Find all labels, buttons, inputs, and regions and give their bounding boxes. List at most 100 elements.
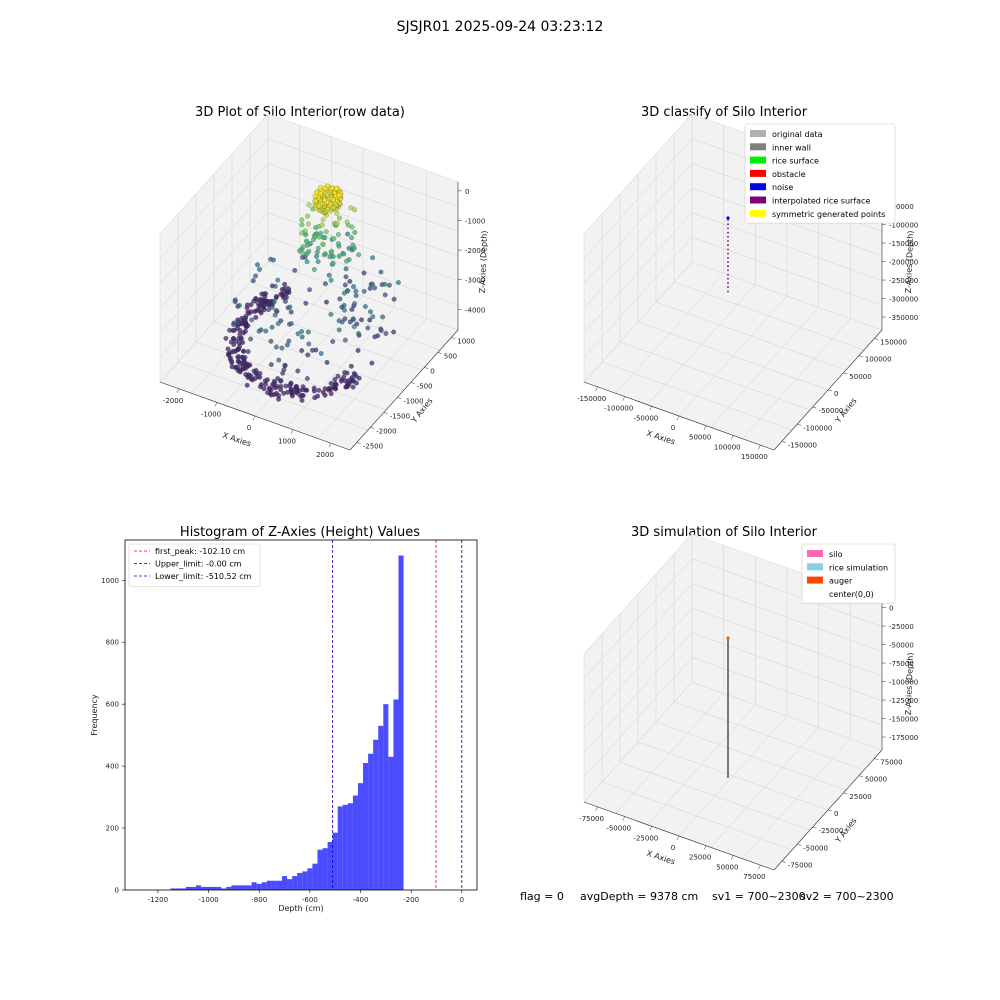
histogram-x-tick-label: -1200 [148, 896, 168, 904]
classify-3d-point [727, 235, 729, 238]
raw-3d-point [352, 229, 358, 235]
classify-3d-y-tick [858, 355, 863, 357]
raw-3d-point [239, 354, 245, 360]
classify-3d-point [727, 291, 729, 293]
raw-3d-point [341, 374, 347, 380]
raw-3d-point [320, 241, 326, 247]
classify-3d-x-tick-label: -100000 [604, 405, 633, 413]
raw-3d-grid-line [267, 138, 459, 207]
classify-3d-z-tick-label: -100000 [889, 222, 918, 230]
raw-3d-point [227, 327, 233, 333]
histogram-legend-label: Lower_limit: -510.52 cm [155, 572, 252, 581]
raw-3d-point [314, 254, 320, 259]
classify-3d-x-tick-label: 0 [671, 424, 675, 432]
raw-3d-point [370, 314, 376, 320]
raw-3d-point [289, 389, 295, 395]
raw-3d-point [255, 262, 260, 268]
raw-3d-point [241, 348, 246, 354]
raw-3d-point [359, 317, 364, 323]
panel-raw-3d: 3D Plot of Silo Interior(row data) -2000… [159, 105, 489, 459]
classify-3d-z-tick-label: -350000 [889, 314, 918, 322]
raw-3d-point [312, 234, 318, 240]
histogram-bar [175, 888, 181, 890]
histogram-x-tick-label: -200 [403, 896, 419, 904]
histogram-bar [200, 886, 207, 890]
raw-3d-point [302, 228, 308, 234]
histogram-x-tick-label: 0 [460, 896, 464, 904]
raw-3d-point [299, 334, 305, 340]
classify-3d-x-tick-label: -150000 [577, 395, 606, 403]
raw-3d-points [223, 183, 401, 403]
raw-3d-point [336, 253, 342, 259]
raw-3d-point [342, 370, 348, 375]
raw-3d-y-tick [410, 382, 415, 384]
raw-3d-point [318, 184, 323, 190]
raw-3d-x-tick-label: -2000 [163, 397, 183, 405]
histogram-bar [241, 885, 247, 890]
classify-3d-x-tick-label: 150000 [741, 453, 768, 461]
histogram-xlabel: Depth (cm) [278, 904, 323, 913]
raw-3d-point [353, 288, 359, 294]
raw-3d-point [305, 213, 310, 219]
classify-3d-point [727, 265, 729, 268]
simulation-3d-z-tick-label: 0 [889, 605, 893, 613]
raw-3d-point [341, 303, 347, 308]
simulation-3d-legend: silo rice simulation auger center(0,0) [801, 543, 896, 604]
classify-3d-x-tick-label: -50000 [633, 414, 658, 422]
simulation-3d-x-tick [622, 816, 625, 821]
raw-3d-point [284, 285, 290, 291]
status-avg-depth: avgDepth = 9378 cm [580, 890, 698, 903]
raw-3d-point [269, 305, 275, 310]
classify-3d-legend-label: symmetric generated points [772, 210, 885, 219]
raw-3d-point [323, 229, 329, 235]
classify-3d-legend-label: original data [772, 130, 823, 139]
classify-3d-y-tick-label: -100000 [803, 424, 832, 432]
simulation-3d-x-tick-label: -50000 [606, 825, 631, 833]
histogram-bar [185, 886, 191, 890]
classify-3d-grid-line [583, 138, 693, 259]
raw-3d-point [363, 304, 368, 309]
raw-3d-point [315, 245, 321, 251]
raw-3d-point [310, 347, 315, 353]
raw-3d-y-tick-label: 0 [430, 368, 434, 376]
simulation-3d-y-tick [781, 861, 786, 863]
histogram-x-tick-label: -1000 [198, 896, 218, 904]
classify-3d-points [726, 216, 730, 293]
raw-3d-point [279, 345, 285, 351]
raw-3d-point [261, 291, 267, 297]
simulation-3d-z-tick-label: -150000 [889, 716, 918, 724]
raw-3d-point [223, 336, 229, 341]
raw-3d-point [268, 362, 274, 368]
raw-3d-point [257, 267, 262, 272]
raw-3d-point [275, 321, 281, 327]
simulation-3d-x-tick [731, 855, 734, 860]
raw-3d-y-tick [356, 442, 361, 444]
raw-3d-point [365, 325, 371, 331]
raw-3d-point [300, 255, 305, 260]
raw-3d-point [235, 365, 241, 370]
classify-3d-legend-frame [744, 123, 896, 224]
classify-3d-x-tick-label: 100000 [714, 443, 741, 451]
raw-3d-point [269, 324, 275, 330]
figure-title: SJSJR01 2025-09-24 03:23:12 [397, 19, 604, 35]
raw-3d-point [232, 327, 238, 333]
raw-3d-point [253, 315, 259, 320]
simulation-3d-x-tick-label: -25000 [633, 834, 658, 842]
histogram-legend-frame [128, 543, 261, 587]
histogram-bar [282, 876, 288, 890]
raw-3d-point [305, 352, 311, 358]
histogram-legend-label: Upper_limit: -0.00 cm [155, 560, 242, 569]
classify-3d-point [727, 252, 729, 255]
histogram-ylabel: Frequency [90, 694, 99, 736]
raw-3d-point [299, 329, 305, 334]
classify-3d-legend-swatch [750, 183, 766, 191]
classify-3d-point [726, 216, 730, 220]
classify-3d-x-tick [622, 396, 625, 401]
raw-3d-point [344, 219, 350, 225]
raw-3d-y-axis-line [349, 329, 459, 451]
raw-3d-point [348, 363, 354, 369]
raw-3d-point [243, 365, 249, 371]
raw-3d-point [228, 339, 234, 345]
raw-3d-point [350, 384, 356, 390]
